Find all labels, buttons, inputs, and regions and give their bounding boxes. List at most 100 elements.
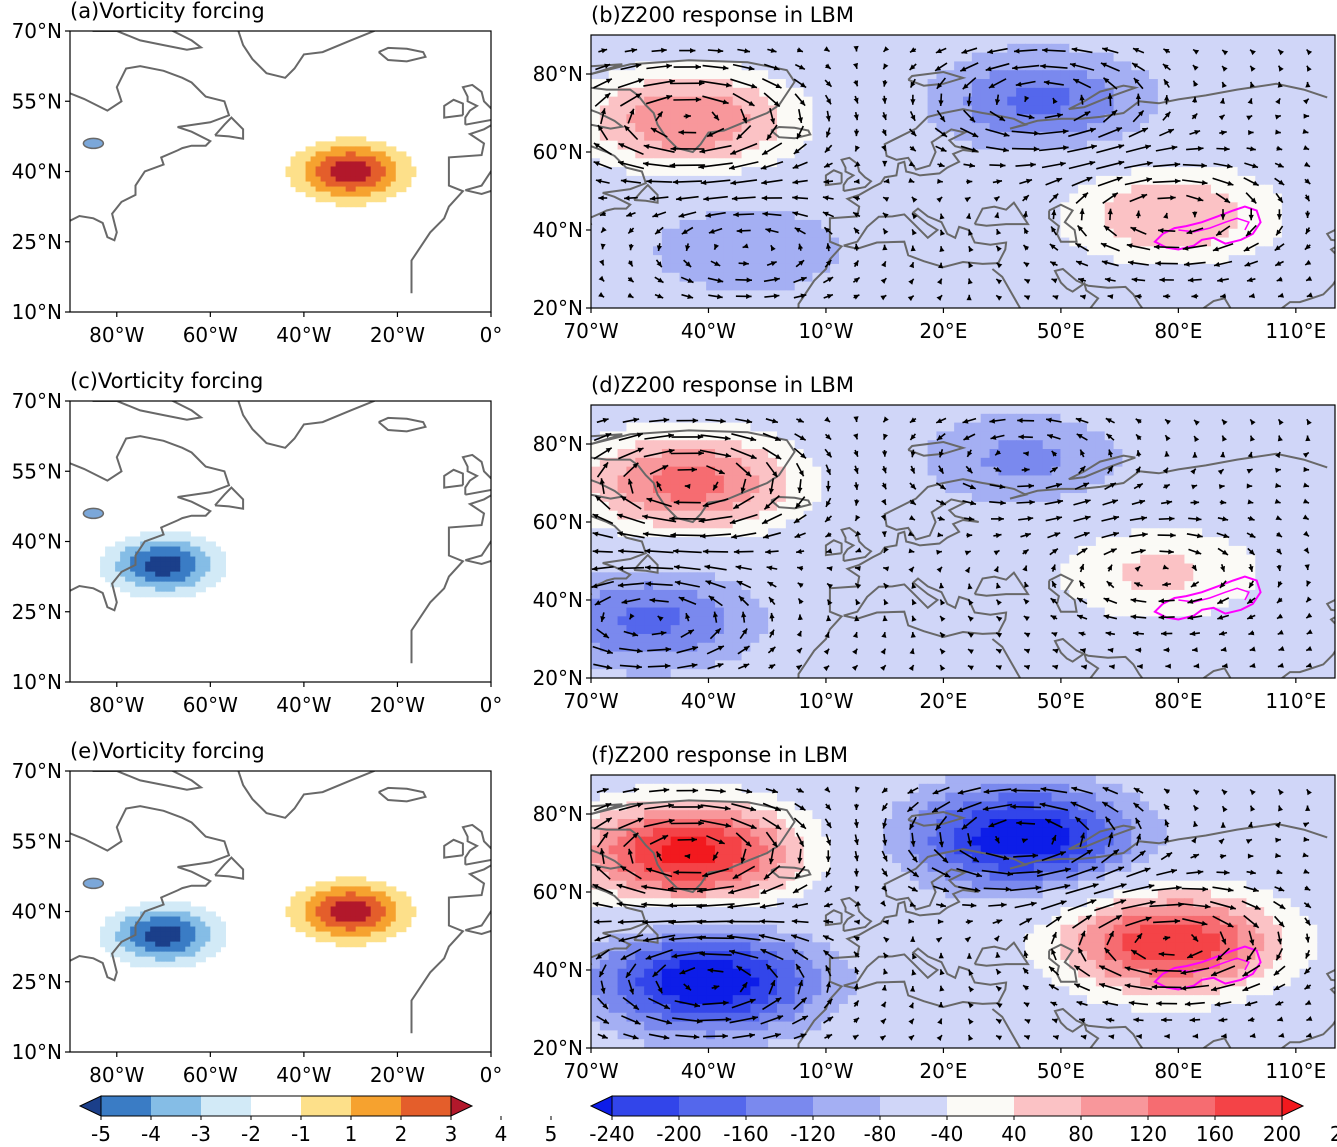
field-cell — [821, 272, 831, 283]
field-cell — [365, 166, 372, 173]
field-cell — [644, 149, 654, 159]
field-cell — [1326, 475, 1335, 485]
field-cell — [909, 405, 920, 415]
field-cell — [1104, 255, 1115, 265]
field-cell — [918, 131, 929, 142]
field-cell — [821, 449, 831, 459]
field-cell — [777, 457, 787, 468]
field-cell — [215, 576, 221, 583]
field-cell — [1051, 70, 1062, 80]
field-cell — [644, 211, 654, 221]
field-cell — [1273, 272, 1283, 283]
field-cell — [626, 219, 636, 230]
field-cell — [1087, 237, 1097, 247]
field-cell — [165, 591, 171, 598]
field-cell — [1060, 228, 1070, 239]
field-cell — [1281, 79, 1292, 89]
field-cell — [812, 123, 822, 133]
field-cell — [768, 237, 778, 247]
field-cell — [1255, 184, 1265, 195]
field-cell — [856, 149, 867, 159]
field-cell — [608, 202, 619, 212]
field-cell — [653, 237, 663, 247]
field-cell — [1237, 475, 1248, 485]
field-cell — [1228, 219, 1239, 230]
field-cell — [812, 413, 822, 424]
field-cell — [325, 196, 332, 203]
wind-arrow-head — [1306, 65, 1312, 72]
field-cell — [355, 136, 362, 142]
field-cell — [1025, 123, 1035, 133]
field-cell — [794, 149, 805, 159]
field-cell — [812, 114, 822, 124]
field-cell — [688, 272, 698, 283]
field-cell — [120, 556, 126, 563]
field-cell — [892, 449, 902, 459]
field-cell — [120, 586, 126, 593]
field-cell — [350, 156, 357, 163]
field-cell — [865, 158, 876, 168]
field-cell — [1326, 263, 1335, 274]
field-cell — [1326, 131, 1335, 142]
field-cell — [1140, 263, 1150, 274]
field-cell — [295, 166, 302, 173]
field-cell — [768, 61, 778, 71]
field-cell — [883, 413, 893, 424]
field-cell — [697, 413, 707, 424]
field-cell — [954, 237, 964, 247]
field-cell — [105, 571, 111, 578]
field-cell — [195, 581, 201, 588]
field-cell — [1290, 167, 1301, 177]
field-cell — [1149, 114, 1159, 124]
field-cell — [688, 184, 698, 195]
field-cell — [170, 556, 176, 563]
field-cell — [803, 193, 814, 203]
field-cell — [1157, 140, 1168, 151]
field-cell — [1246, 43, 1256, 54]
field-cell — [927, 263, 938, 274]
field-cell — [715, 228, 725, 239]
field-cell — [688, 211, 698, 221]
field-cell — [1157, 281, 1168, 291]
field-cell — [971, 449, 982, 459]
field-cell — [945, 35, 955, 45]
field-cell — [1131, 281, 1141, 291]
field-cell — [1060, 131, 1070, 142]
field-cell — [653, 105, 663, 115]
field-cell — [1042, 449, 1053, 459]
field-cell — [847, 255, 858, 265]
field-cell — [1255, 35, 1265, 45]
field-cell — [945, 263, 955, 274]
field-cell — [750, 87, 760, 98]
field-cell — [130, 566, 136, 573]
field-cell — [1060, 246, 1070, 256]
field-cell — [400, 161, 407, 168]
field-cell — [909, 105, 920, 115]
field-cell — [847, 272, 858, 283]
field-cell — [971, 272, 982, 283]
field-cell — [989, 211, 1000, 221]
field-cell — [954, 466, 964, 477]
field-cell — [1166, 35, 1177, 45]
wind-arrow-head — [1015, 81, 1022, 87]
field-cell — [980, 484, 991, 494]
field-cell — [688, 131, 698, 142]
field-cell — [210, 576, 216, 583]
field-cell — [936, 281, 946, 291]
field-cell — [732, 413, 743, 424]
field-cell — [1290, 87, 1301, 98]
field-cell — [839, 114, 849, 124]
field-cell — [909, 158, 920, 168]
field-cell — [360, 176, 367, 183]
field-cell — [1157, 466, 1168, 477]
field-cell — [1193, 440, 1203, 450]
field-cell — [1104, 246, 1115, 256]
field-cell — [785, 246, 796, 256]
field-cell — [130, 571, 136, 578]
wind-arrow-head — [854, 178, 860, 184]
field-cell — [847, 114, 858, 124]
field-cell — [220, 551, 226, 558]
wind-arrow-head — [707, 131, 714, 137]
field-cell — [1131, 272, 1141, 283]
wind-arrow-head — [1052, 295, 1059, 300]
